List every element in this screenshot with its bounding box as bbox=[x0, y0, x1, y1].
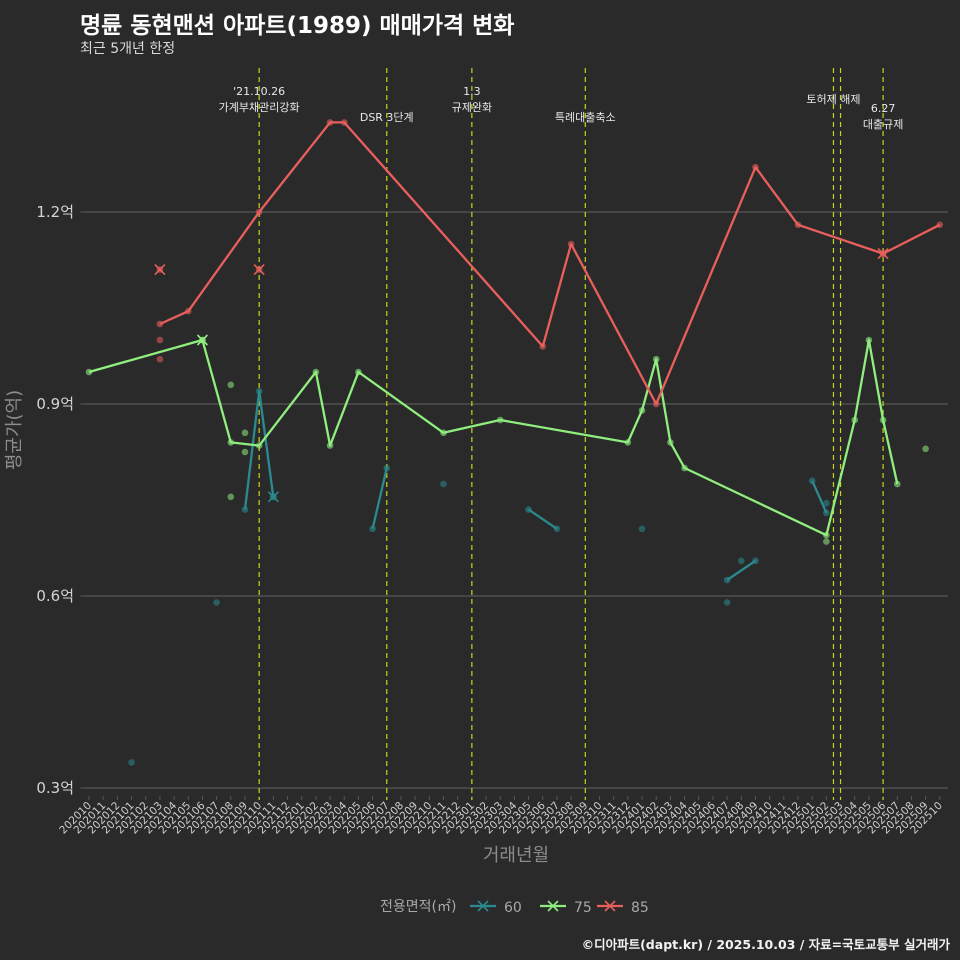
data-point-75 bbox=[638, 407, 646, 414]
data-point-75 bbox=[624, 439, 632, 446]
legend-title: 전용면적(㎡) bbox=[380, 899, 456, 915]
event-label: 규제완화 bbox=[452, 101, 492, 114]
series-line-75 bbox=[88, 338, 899, 537]
max-marker-stroke bbox=[267, 491, 279, 503]
event-label: 1.3 bbox=[463, 85, 481, 98]
legend-key-cross bbox=[477, 900, 489, 912]
max-marker-85 bbox=[154, 264, 166, 276]
data-point-60 bbox=[369, 525, 376, 533]
max-marker-stroke bbox=[154, 264, 166, 276]
event-label: 6.27 bbox=[871, 102, 896, 115]
legend-key-cross bbox=[547, 900, 559, 912]
data-point-85 bbox=[255, 208, 263, 216]
data-point-60 bbox=[737, 557, 745, 565]
data-point-60 bbox=[553, 525, 561, 533]
data-point-75 bbox=[326, 442, 334, 449]
data-point-60 bbox=[752, 557, 759, 565]
data-point-60 bbox=[213, 599, 220, 606]
data-point-85 bbox=[326, 119, 334, 126]
max-marker-85 bbox=[253, 264, 265, 276]
data-point-75 bbox=[823, 538, 830, 545]
data-point-75 bbox=[227, 493, 235, 501]
data-point-75 bbox=[667, 439, 674, 446]
series-line-60 bbox=[527, 508, 558, 530]
max-marker-stroke bbox=[253, 264, 265, 276]
data-point-75 bbox=[241, 448, 249, 456]
data-point-75 bbox=[879, 416, 887, 424]
chart-title: 명륜 동현맨션 아파트(1989) 매매가격 변화 bbox=[80, 13, 515, 39]
y-tick-label: 0.3억 bbox=[36, 779, 74, 797]
legend-key-85 bbox=[597, 900, 623, 912]
data-point-60 bbox=[808, 477, 816, 485]
data-point-75 bbox=[922, 445, 929, 453]
data-point-75 bbox=[355, 368, 362, 376]
data-point-75 bbox=[440, 429, 447, 437]
data-point-75 bbox=[893, 480, 901, 488]
data-point-60 bbox=[823, 499, 830, 507]
x-axis-title: 거래년월 bbox=[483, 845, 549, 866]
data-point-85 bbox=[752, 163, 759, 171]
data-point-75 bbox=[681, 464, 688, 472]
data-point-60 bbox=[638, 525, 646, 533]
data-point-75 bbox=[255, 442, 263, 449]
data-point-75 bbox=[851, 416, 859, 424]
event-label: 특례대출축소 bbox=[555, 111, 616, 124]
data-point-75 bbox=[823, 531, 830, 539]
event-label: DSR 3단계 bbox=[360, 111, 414, 124]
series-line-60 bbox=[371, 467, 388, 530]
y-axis-title: 평균가(억) bbox=[4, 390, 25, 470]
data-point-60 bbox=[525, 506, 532, 513]
max-marker-85 bbox=[877, 248, 889, 260]
data-point-85 bbox=[156, 336, 164, 344]
data-point-85 bbox=[567, 240, 575, 248]
legend-key-cross bbox=[604, 900, 616, 912]
data-point-75 bbox=[227, 381, 235, 389]
data-point-85 bbox=[156, 355, 164, 363]
event-label: 가계부채관리강화 bbox=[219, 101, 300, 114]
max-marker-stroke bbox=[877, 248, 889, 260]
y-tick-label: 0.9억 bbox=[36, 395, 74, 413]
data-point-60 bbox=[823, 509, 830, 517]
y-tick-label: 1.2억 bbox=[36, 203, 74, 221]
data-point-60 bbox=[440, 480, 447, 488]
event-label: 대출규제 bbox=[863, 118, 903, 131]
data-point-85 bbox=[340, 119, 348, 126]
data-point-85 bbox=[794, 221, 802, 229]
data-point-60 bbox=[723, 599, 731, 606]
source-caption: ©디아파트(dapt.kr) / 2025.10.03 / 자료=국토교통부 실… bbox=[581, 937, 950, 952]
data-point-85 bbox=[184, 307, 192, 315]
legend-label-85: 85 bbox=[631, 900, 649, 916]
chart-subtitle: 최근 5개년 한정 bbox=[80, 41, 176, 57]
max-marker-stroke bbox=[196, 334, 209, 346]
data-point-75 bbox=[241, 429, 249, 437]
data-point-75 bbox=[496, 416, 504, 424]
legend-label-60: 60 bbox=[504, 900, 522, 916]
data-point-85 bbox=[652, 400, 660, 408]
legend-label-75: 75 bbox=[574, 900, 592, 916]
data-point-75 bbox=[652, 355, 660, 363]
data-point-85 bbox=[936, 221, 944, 229]
max-marker-75 bbox=[196, 334, 209, 346]
data-point-75 bbox=[227, 439, 235, 446]
data-point-75 bbox=[865, 336, 873, 344]
data-point-60 bbox=[383, 464, 391, 472]
data-point-60 bbox=[255, 387, 263, 395]
legend-key-60 bbox=[470, 900, 496, 912]
data-point-85 bbox=[539, 343, 547, 350]
y-tick-label: 0.6억 bbox=[36, 587, 74, 605]
data-point-60 bbox=[128, 759, 135, 766]
series-line-60 bbox=[811, 480, 828, 514]
data-point-60 bbox=[241, 506, 249, 513]
data-point-75 bbox=[312, 368, 320, 376]
data-point-75 bbox=[85, 368, 93, 376]
series-line-85 bbox=[159, 121, 941, 406]
max-marker-60 bbox=[267, 491, 279, 503]
data-point-60 bbox=[723, 576, 731, 584]
event-label: '21.10.26 bbox=[233, 85, 285, 98]
legend-key-75 bbox=[540, 900, 566, 912]
series-line-60 bbox=[726, 559, 757, 581]
event-label: 토허제 해제 bbox=[806, 92, 860, 106]
data-point-85 bbox=[156, 320, 164, 328]
